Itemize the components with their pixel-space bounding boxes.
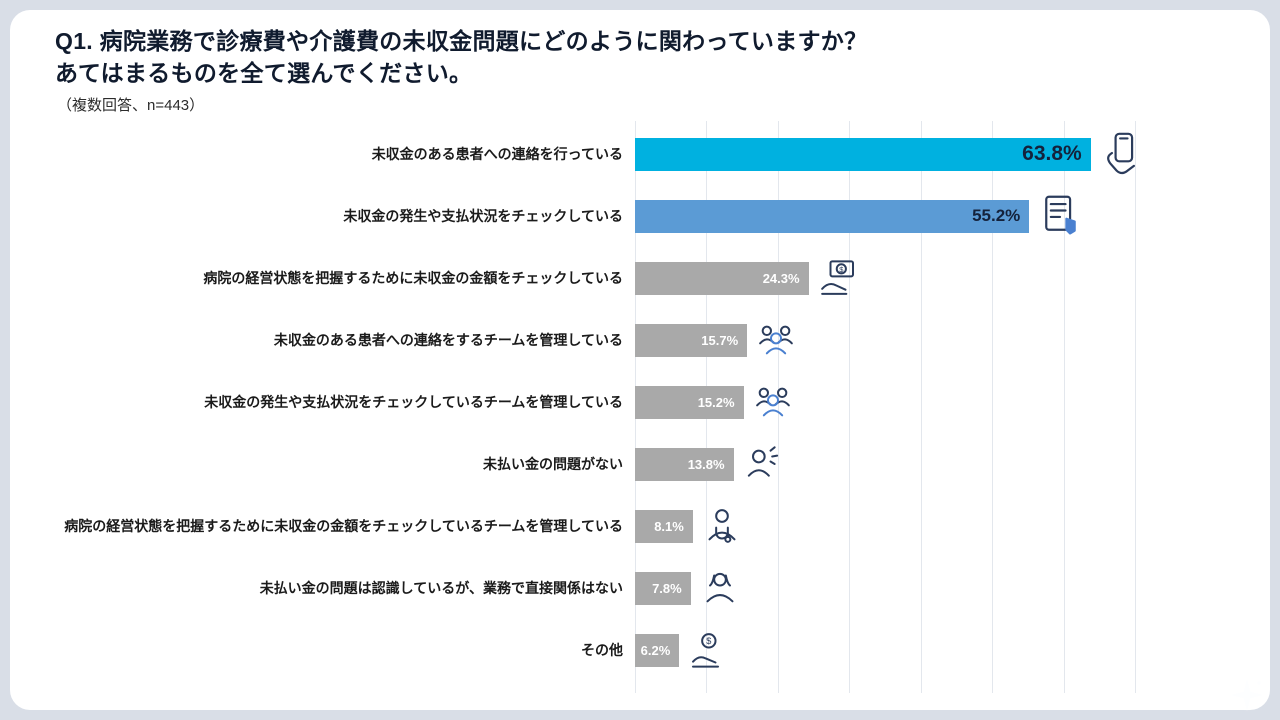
- card-hand-icon: $: [818, 258, 858, 298]
- bar-track: 15.7%: [635, 309, 1135, 371]
- gridline: [1063, 121, 1065, 694]
- value-label: 15.7%: [701, 332, 739, 348]
- svg-text:$: $: [707, 637, 712, 647]
- chart-row: 未収金の発生や支払状況をチェックしている 55.2%: [55, 185, 1155, 247]
- bar-track: 6.2% $: [635, 619, 1135, 681]
- chart-row: 未収金のある患者への連絡をするチームを管理している 15.7%: [55, 309, 1155, 371]
- team-icon: [753, 382, 793, 422]
- category-label: 未払い金の問題は認識しているが、業務で直接関係はない: [259, 580, 623, 597]
- bar-track: 13.8%: [635, 433, 1135, 495]
- bar: 7.8%: [635, 571, 691, 605]
- bar: 15.2%: [635, 385, 744, 419]
- bar-chart: 未収金のある患者への連絡を行っている 63.8% 未収金の発生や支払状況をチェックし…: [55, 121, 1155, 694]
- gridline: [777, 121, 779, 694]
- category-label: 病院の経営状態を把握するために未収金の金額をチェックしているチームを管理している: [64, 518, 623, 535]
- bar: 13.8%: [635, 447, 734, 481]
- bar-track: 15.2%: [635, 371, 1135, 433]
- category-label: 未収金のある患者への連絡をするチームを管理している: [273, 332, 623, 349]
- category-label: 病院の経営状態を把握するために未収金の金額をチェックしている: [203, 270, 623, 287]
- survey-card: Q1. 病院業務で診療費や介護費の未収金問題にどのように関わっていますか？ あて…: [10, 10, 1270, 710]
- doctor-icon: [702, 506, 742, 546]
- smartphone-hand-icon: [1100, 132, 1144, 176]
- bar-track: 55.2%: [635, 185, 1135, 247]
- category-label: 未収金の発生や支払状況をチェックしているチームを管理している: [204, 394, 623, 411]
- bar-track: 24.3% $: [635, 247, 1135, 309]
- value-label: 8.1%: [654, 518, 684, 534]
- businesswoman-icon: [700, 568, 740, 608]
- sparkle-icon: [1230, 678, 1264, 712]
- chart-rows: 未収金のある患者への連絡を行っている 63.8% 未収金の発生や支払状況をチェックし…: [55, 123, 1155, 681]
- gridline: [920, 121, 922, 694]
- value-label: 13.8%: [687, 456, 725, 472]
- gridline: [849, 121, 851, 694]
- document-check-icon: [1038, 194, 1082, 238]
- bar: 55.2%: [635, 199, 1030, 233]
- bar: 24.3%: [635, 261, 809, 295]
- coin-hand-icon: $: [688, 630, 728, 670]
- chart-row: 病院の経営状態を把握するために未収金の金額をチェックしているチームを管理している…: [55, 495, 1155, 557]
- gridline: [992, 121, 994, 694]
- chart-row: 未払い金の問題がない 13.8%: [55, 433, 1155, 495]
- page-title: Q1. 病院業務で診療費や介護費の未収金問題にどのように関わっていますか？ あて…: [55, 26, 1270, 89]
- person-talking-icon: [743, 444, 783, 484]
- chart-row: 未収金のある患者への連絡を行っている 63.8%: [55, 123, 1155, 185]
- category-label: 未払い金の問題がない: [483, 456, 623, 473]
- gridline: [1135, 121, 1136, 694]
- title-line-1: Q1. 病院業務で診療費や介護費の未収金問題にどのように関わっていますか？: [55, 28, 868, 54]
- bar: 15.7%: [635, 323, 748, 357]
- survey-note: （複数回答、n=443）: [57, 97, 205, 115]
- value-label: 63.8%: [1022, 142, 1082, 166]
- category-label: その他: [581, 642, 623, 659]
- title-line-2: あてはまるものを全て選んでください。: [55, 59, 473, 86]
- bar: 8.1%: [635, 509, 693, 543]
- bar: 6.2%: [635, 633, 680, 667]
- svg-text:$: $: [839, 265, 844, 274]
- team-icon: [756, 320, 796, 360]
- chart-row: その他 6.2% $: [55, 619, 1155, 681]
- chart-row: 未払い金の問題は認識しているが、業務で直接関係はない 7.8%: [55, 557, 1155, 619]
- value-label: 6.2%: [640, 642, 671, 658]
- value-label: 55.2%: [972, 206, 1021, 226]
- value-label: 7.8%: [652, 580, 682, 596]
- chart-row: 未収金の発生や支払状況をチェックしているチームを管理している 15.2%: [55, 371, 1155, 433]
- bar-track: 63.8%: [635, 123, 1135, 185]
- bar: 63.8%: [635, 137, 1091, 171]
- bar-track: 8.1%: [635, 495, 1135, 557]
- value-label: 15.2%: [697, 394, 735, 410]
- category-label: 未収金のある患者への連絡を行っている: [371, 146, 623, 163]
- bar-track: 7.8%: [635, 557, 1135, 619]
- category-label: 未収金の発生や支払状況をチェックしている: [343, 208, 623, 225]
- value-label: 24.3%: [762, 270, 800, 286]
- chart-row: 病院の経営状態を把握するために未収金の金額をチェックしている 24.3% $: [55, 247, 1155, 309]
